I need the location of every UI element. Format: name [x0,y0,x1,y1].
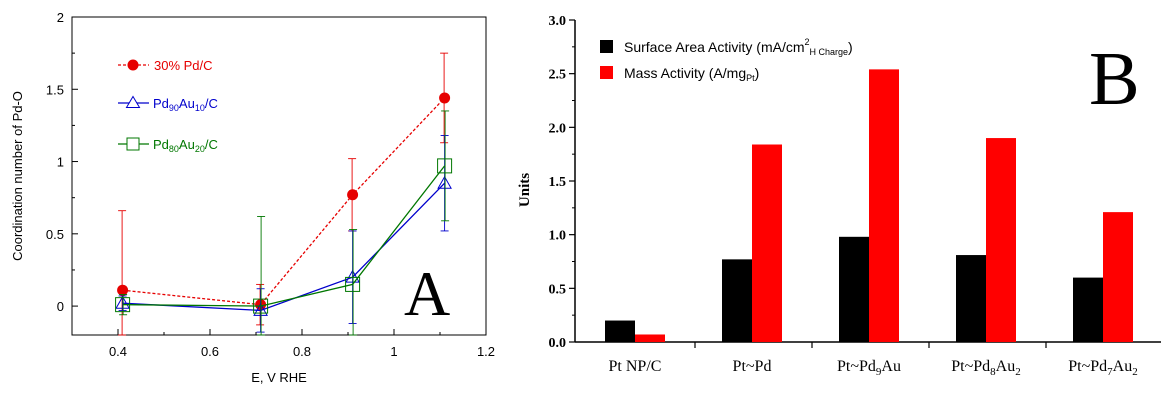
y-tick-label-b: 3.0 [549,14,567,29]
bar-surface-area-activity [722,259,752,342]
legend-a: 30% Pd/C Pd90Au10/C Pd80Au20/C [118,58,218,154]
legend-entry-pd-c: 30% Pd/C [118,58,213,73]
data-point-pd80au20 [115,297,131,313]
category-label-b: Pt~Pd8Au2 [951,358,1020,378]
category-label-b: Pt~Pd7Au2 [1068,358,1137,378]
series-a [115,52,453,336]
y-tick-label-b: 1.0 [549,229,567,244]
series-line-pd90au10 [122,182,446,312]
legend-label-pd80au20: Pd80Au20/C [153,137,218,154]
data-point-pd90au10 [437,175,452,189]
data-point-pd-c [347,189,359,201]
y-tick-label-a: 0 [57,299,64,314]
y-tick-label-a: 1.5 [46,82,64,97]
data-point-pd80au20 [345,276,361,292]
legend-label-mass-activity: Mass Activity (A/mgPt) [624,65,759,83]
y-tick-label-b: 2.0 [549,121,567,136]
plot-frame-a [71,16,487,336]
y-axis-label-a: Coordination number of Pd-O [10,91,25,261]
bar-mass-activity [869,69,899,342]
legend-swatch-mass-activity [600,66,613,79]
x-tick-label-a: 1 [390,344,397,359]
y-tick-label-a: 2 [57,10,64,25]
category-labels-b: Pt NP/C Pt~Pd Pt~Pd9Au Pt~Pd8Au2 Pt~Pd7Au2 [609,358,1138,378]
data-point-pd90au10 [253,302,268,316]
category-label-b: Pt~Pd [733,358,772,375]
chart-b: 0.0 0.5 1.0 1.5 2.0 2.5 3.0 Pt NP/C Pt~Pd Pt~Pd9… [517,14,1161,378]
category-label-b: Pt NP/C [609,358,662,375]
legend-b: Surface Area Activity (mA/cm2H Charge) M… [600,37,853,83]
data-point-pd90au10 [345,269,360,283]
bar-mass-activity [1103,212,1133,342]
legend-marker-pd80au20 [126,137,140,151]
legend-label-surface-area: Surface Area Activity (mA/cm2H Charge) [624,37,853,57]
data-point-pd-c [117,284,129,296]
bar-mass-activity [752,144,782,342]
panel-label-b: B [1089,37,1140,121]
data-point-pd-c [439,92,451,104]
legend-entry-mass-activity: Mass Activity (A/mgPt) [600,65,759,83]
data-point-pd90au10 [115,295,130,309]
series-line-pd-c [122,97,446,306]
data-point-pd80au20 [437,158,453,174]
series-pd-c [117,52,451,336]
y-tick-label-b: 0.0 [549,336,567,351]
series-line-pd80au20 [122,165,446,307]
legend-marker-pd-c [127,59,139,71]
series-pd90au10 [115,135,452,333]
legend-entry-surface-area: Surface Area Activity (mA/cm2H Charge) [600,37,853,57]
y-axis-label-b: Units [517,173,533,207]
data-point-pd80au20 [253,298,269,314]
bar-mass-activity [986,138,1016,342]
bar-surface-area-activity [605,320,635,342]
legend-label-pd-c: 30% Pd/C [154,58,213,73]
bar-mass-activity [635,334,665,342]
axes-a [72,16,487,335]
tick-labels-b: 0.0 0.5 1.0 1.5 2.0 2.5 3.0 [549,14,567,351]
x-tick-label-a: 0.6 [201,344,219,359]
y-tick-label-a: 0.5 [46,227,64,242]
bar-surface-area-activity [839,236,869,342]
legend-entry-pd80au20: Pd80Au20/C [118,137,218,154]
legend-marker-pd90au10 [125,95,141,108]
panel-label-a: A [404,258,450,329]
bar-surface-area-activity [956,255,986,342]
x-tick-label-a: 0.4 [109,344,127,359]
legend-swatch-surface-area [600,40,613,53]
legend-label-pd90au10: Pd90Au10/C [153,96,218,113]
y-tick-label-b: 0.5 [549,282,567,297]
y-tick-label-b: 2.5 [549,68,567,83]
series-pd80au20 [115,110,453,336]
bar-surface-area-activity [1073,277,1103,342]
tick-labels-a: 0.4 0.6 0.8 1 1.2 0 0.5 1 1.5 2 [46,10,495,359]
x-tick-label-a: 0.8 [293,344,311,359]
x-axis-label-a: E, V RHE [251,370,307,385]
y-tick-label-b: 1.5 [549,175,567,190]
legend-entry-pd90au10: Pd90Au10/C [118,95,218,113]
category-label-b: Pt~Pd9Au [837,358,901,378]
chart-a: 0.4 0.6 0.8 1 1.2 0 0.5 1 1.5 2 E, V RHE Coordina… [10,10,495,385]
x-tick-label-a: 1.2 [477,344,495,359]
y-tick-label-a: 1 [57,155,64,170]
bars-b [605,69,1133,342]
